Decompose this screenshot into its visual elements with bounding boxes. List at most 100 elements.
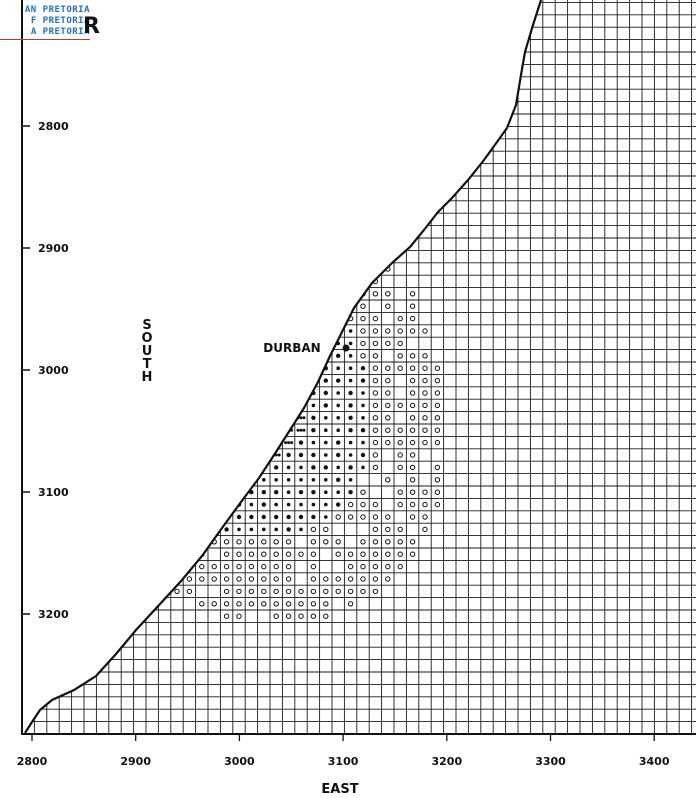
dense-dot [178,391,182,395]
open-dot [99,167,106,173]
dense-dot [172,354,176,358]
solid-dot [286,328,291,334]
solid-dot [237,267,241,271]
dense-dot [271,379,275,383]
solid-dot [125,341,130,346]
open-dot [62,191,69,198]
solid-dot [224,502,229,507]
open-dot [385,303,391,309]
open-dot [137,526,143,533]
solid-dot [286,292,291,296]
dense-dot [274,403,278,407]
dense-dot [284,391,288,395]
solid-dot [150,390,155,396]
dense-dot [209,428,213,432]
open-dot [137,142,143,148]
open-dot [223,613,230,619]
open-dot [335,241,341,247]
open-dot [223,588,230,595]
solid-dot [187,242,192,246]
open-dot [87,291,93,297]
dense-dot [237,453,241,457]
dense-dot [240,391,244,395]
open-dot [137,154,143,161]
solid-dot [336,416,341,420]
dense-dot [225,416,229,420]
open-dot [248,539,255,545]
dense-dot [197,304,201,308]
dense-dot [274,391,278,395]
dense-dot [225,441,229,445]
open-dot [99,216,106,223]
open-dot [273,551,279,557]
open-dot [347,229,354,235]
open-dot [248,167,255,173]
dense-dot [262,379,266,383]
solid-dot [199,279,204,284]
dense-dot [222,366,226,370]
solid-dot [125,316,130,321]
open-dot [149,489,155,495]
open-dot [261,191,267,198]
open-dot [149,216,155,223]
dense-dot [265,428,269,432]
dense-dot [209,416,213,420]
open-dot [75,353,81,359]
open-dot [285,551,292,557]
open-dot [223,601,230,607]
open-dot [137,489,143,495]
dense-dot [197,341,201,345]
east-axis-ticks: 2800 2900 3000 3100 3200 3300 3400 [17,734,670,768]
solid-dot [311,329,316,333]
open-dot [310,526,317,533]
open-dot [99,402,106,409]
solid-dot [261,502,266,507]
dense-dot [228,304,232,308]
solid-dot [336,428,341,433]
open-dot [99,427,106,433]
solid-dot [348,390,353,396]
open-dot [397,315,403,322]
dense-dot [234,441,238,445]
dense-dot [178,366,182,370]
open-dot [37,415,44,421]
dense-dot [252,428,256,432]
dense-dot [240,453,244,457]
dense-dot [259,403,263,407]
solid-dot [100,316,105,321]
dense-dot [187,416,191,420]
dense-dot [212,329,216,333]
open-dot [75,278,81,285]
dense-dot [178,403,182,407]
open-dot [298,588,304,595]
open-dot [112,501,118,508]
dense-dot [228,441,232,445]
dense-dot [287,391,291,395]
open-dot [211,563,217,570]
dense-dot [178,341,182,345]
solid-dot [348,478,353,482]
open-dot [50,303,56,309]
open-dot [112,216,118,223]
dense-dot [197,379,201,383]
open-dot [137,514,143,520]
solid-dot [286,452,291,458]
open-dot [174,191,180,198]
solid-dot [249,242,254,247]
open-dot [149,142,155,148]
solid-dot [324,453,328,457]
solid-dot [236,242,242,247]
open-dot [124,179,131,185]
dense-dot [262,416,266,420]
dense-dot [287,403,291,407]
dense-dot [172,341,176,345]
dense-dot [160,354,164,358]
dense-dot [187,354,191,358]
dense-dot [237,304,241,308]
open-dot [409,439,416,446]
open-dot [385,477,391,483]
dense-dot [209,304,213,308]
open-dot [99,452,106,458]
dense-dot [246,341,250,345]
open-dot [236,601,242,607]
